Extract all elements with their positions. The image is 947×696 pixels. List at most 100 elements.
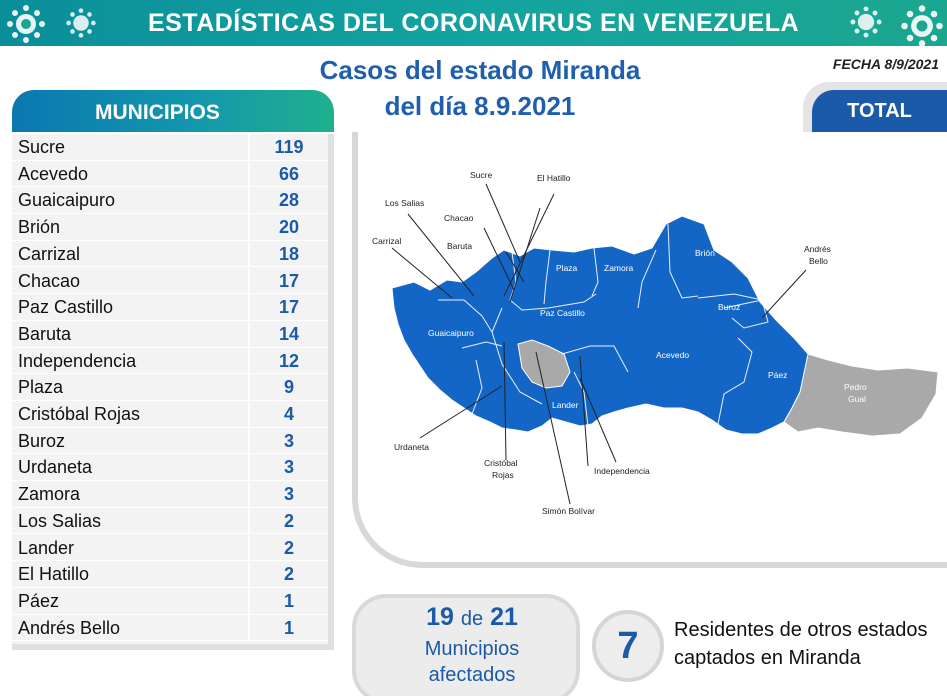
municipio-name: Buroz — [18, 430, 66, 451]
municipio-cases: 4 — [248, 401, 328, 427]
map-label-gual: Gual — [848, 394, 866, 404]
map-label-sucre: Sucre — [470, 170, 492, 180]
municipio-cases: 12 — [248, 347, 328, 374]
residents-line2: captados en Miranda — [674, 647, 861, 669]
map-label-cristobal: Cristóbal — [484, 458, 518, 468]
municipio-name: Páez — [18, 590, 60, 611]
municipio-name: Chacao — [18, 270, 81, 291]
map-label-plaza: Plaza — [556, 263, 578, 273]
miranda-map: Sucre El Hatillo Los Salias Chacao Carri… — [372, 170, 939, 516]
table-row: Buroz 3 — [12, 427, 328, 455]
municipio-cases: 28 — [248, 187, 328, 214]
municipio-name: Paz Castillo — [18, 297, 114, 318]
virus-icon — [7, 5, 45, 43]
map-label-chacao: Chacao — [444, 213, 474, 223]
map-label-rojas: Rojas — [492, 470, 514, 480]
municipio-cases: 9 — [248, 374, 328, 401]
table-row: Sucre 119 — [12, 134, 328, 161]
table-row: Páez 1 — [12, 587, 328, 615]
municipio-name: Guaicaipuro — [18, 190, 116, 211]
map-label-lander: Lander — [552, 400, 579, 410]
residents-count: 7 — [592, 610, 664, 682]
municipio-cases: 3 — [248, 427, 328, 454]
map-label-el-hatillo: El Hatillo — [537, 173, 571, 183]
municipio-cases: 17 — [248, 267, 328, 294]
municipio-name: El Hatillo — [18, 564, 90, 585]
map-label-pedro: Pedro — [844, 382, 867, 392]
map-label-carrizal: Carrizal — [372, 236, 401, 246]
municipio-cases: 1 — [248, 587, 328, 614]
headline-line1: Casos del estado Miranda — [319, 55, 641, 85]
map-label-brion: Brión — [695, 248, 715, 258]
municipio-cases: 17 — [248, 294, 328, 321]
municipio-name: Sucre — [18, 137, 66, 157]
affected-summary: 19 de 21 Municipios afectados — [374, 600, 570, 688]
map-label-baruta: Baruta — [447, 241, 472, 251]
municipio-name: Zamora — [18, 484, 81, 505]
map-label-paz-castillo: Paz Castillo — [540, 308, 585, 318]
map-label-los-salias: Los Salias — [385, 198, 424, 208]
municipio-name: Baruta — [18, 323, 72, 344]
table-row: Urdaneta 3 — [12, 454, 328, 482]
map-label-zamora: Zamora — [604, 263, 634, 273]
municipio-cases: 2 — [248, 534, 328, 561]
table-row: Baruta 14 — [12, 320, 328, 348]
table-row: Acevedo 66 — [12, 160, 328, 188]
map-region-affected — [391, 215, 821, 435]
map-label-urdaneta: Urdaneta — [394, 442, 429, 452]
virus-icon — [850, 6, 882, 38]
map-label-guaicaipuro: Guaicaipuro — [428, 328, 474, 338]
affected-line3: afectados — [428, 664, 516, 686]
municipios-table: Sucre 119 Acevedo 66 Guaicaipuro 28 Brión 20 Car… — [12, 134, 334, 650]
map-label-buroz: Buroz — [718, 302, 740, 312]
table-row: Carrizal 18 — [12, 240, 328, 268]
municipio-cases: 3 — [248, 481, 328, 508]
map-label-bello: Bello — [809, 256, 828, 266]
table-row: Guaicaipuro 28 — [12, 187, 328, 215]
municipio-cases: 66 — [248, 160, 328, 187]
map-label-andres: Andrés — [804, 244, 831, 254]
table-row: Los Salias 2 — [12, 507, 328, 535]
affected-card — [352, 594, 580, 696]
municipio-cases: 18 — [248, 240, 328, 267]
table-row: Paz Castillo 17 — [12, 294, 328, 321]
table-row: Lander 2 — [12, 534, 328, 562]
total-label: TOTAL — [847, 100, 912, 122]
municipio-cases: 2 — [248, 507, 328, 534]
table-header: MUNICIPIOS — [12, 90, 334, 132]
residents-text: Residentes de otros estados captados en … — [674, 616, 947, 672]
map-label-paez: Páez — [768, 370, 787, 380]
municipio-name: Carrizal — [18, 243, 81, 264]
table-row: Cristóbal Rojas 4 — [12, 401, 328, 428]
table-row: Andrés Bello 1 — [12, 614, 328, 642]
table-row: El Hatillo 2 — [12, 561, 328, 588]
municipio-name: Plaza — [18, 377, 64, 398]
affected-de: de — [460, 608, 484, 630]
municipio-name: Lander — [18, 537, 75, 558]
virus-icon — [901, 5, 943, 47]
affected-total: 21 — [490, 603, 518, 631]
table-row: Chacao 17 — [12, 267, 328, 295]
municipio-name: Cristóbal Rojas — [18, 404, 141, 424]
map-region-simon-bolivar — [517, 339, 571, 389]
municipio-cases: 3 — [248, 454, 328, 481]
header-banner: ESTADÍSTICAS DEL CORONAVIRUS EN VENEZUEL… — [0, 0, 947, 47]
municipio-name: Urdaneta — [18, 457, 93, 478]
municipio-name: Acevedo — [18, 163, 89, 184]
headline: Casos del estado Miranda del día 8.9.202… — [270, 52, 690, 124]
municipio-cases: 119 — [248, 134, 328, 160]
table-row: Brión 20 — [12, 214, 328, 241]
municipio-cases: 20 — [248, 214, 328, 241]
residents-line1: Residentes de otros estados — [674, 619, 928, 641]
affected-line2: Municipios — [424, 638, 520, 660]
table-row: Plaza 9 — [12, 374, 328, 401]
municipio-name: Brión — [18, 217, 61, 238]
map-label-independencia: Independencia — [594, 466, 650, 476]
municipio-cases: 14 — [248, 320, 328, 347]
map-label-simon-bolivar: Simón Bolívar — [542, 506, 595, 516]
date-label: FECHA 8/9/2021 — [832, 56, 939, 72]
map-region-pedro-gual — [783, 353, 939, 437]
municipio-name: Los Salias — [18, 510, 102, 531]
affected-count: 19 — [426, 603, 454, 631]
table-row: Zamora 3 — [12, 481, 328, 508]
